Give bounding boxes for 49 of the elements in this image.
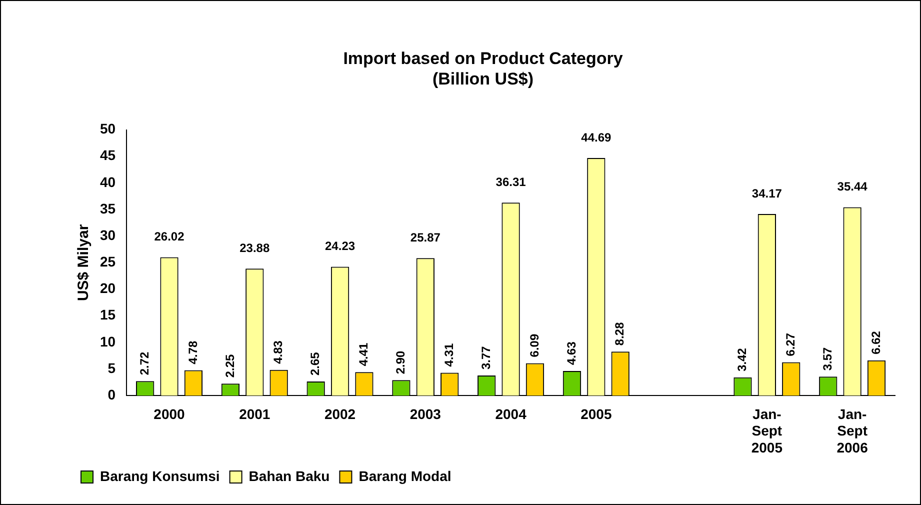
data-label: 4.31 — [442, 343, 456, 367]
data-label: 26.02 — [154, 230, 185, 244]
data-label: 4.41 — [356, 342, 371, 366]
legend-label: Barang Modal — [358, 468, 452, 484]
data-label: 4.78 — [186, 340, 200, 364]
y-tick-label: 40 — [100, 174, 116, 190]
data-label: 23.88 — [240, 240, 270, 255]
x-tick-label: Jan-Sept 2006 — [836, 406, 868, 456]
y-axis-title: US$ Milyar — [75, 224, 92, 302]
data-label: 34.17 — [752, 186, 782, 200]
data-label: 4.63 — [564, 341, 578, 365]
data-label: 3.77 — [478, 346, 493, 370]
y-tick-label: 20 — [100, 280, 116, 296]
data-label: 2.25 — [222, 354, 237, 378]
y-tick-label: 30 — [100, 226, 116, 243]
legend-label: Barang Konsumsi — [100, 468, 220, 484]
data-label: 3.57 — [820, 346, 834, 371]
x-tick-label: 2004 — [495, 406, 527, 422]
data-label: 3.42 — [735, 348, 750, 372]
data-label: 6.27 — [783, 332, 798, 356]
x-tick-label: 2000 — [154, 406, 186, 422]
x-tick-label: 2001 — [239, 406, 270, 422]
y-tick-label: 25 — [100, 254, 116, 270]
x-tick-label: 2002 — [324, 406, 356, 422]
text: (Billion US$) — [432, 69, 534, 88]
y-tick-label: 50 — [100, 120, 116, 137]
data-label: 2.65 — [308, 352, 322, 376]
data-label: 24.23 — [325, 239, 356, 254]
data-label: 44.69 — [581, 130, 612, 144]
x-tick-label: 2005 — [580, 406, 612, 422]
y-tick-label: 10 — [100, 333, 116, 350]
data-label: 2.90 — [394, 350, 408, 374]
x-tick-label: Jan-Sept 2005 — [751, 406, 783, 456]
x-tick-label: 2003 — [410, 406, 442, 422]
data-label: 6.62 — [868, 330, 883, 354]
text: Import based on Product Category — [343, 48, 623, 68]
data-label: 4.83 — [271, 340, 286, 364]
data-label: 8.28 — [612, 322, 627, 346]
y-tick-label: 45 — [100, 147, 116, 164]
y-tick-label: 0 — [108, 386, 116, 402]
data-label: 35.44 — [837, 180, 868, 194]
legend-label: Bahan Baku — [248, 468, 330, 484]
data-label: 2.72 — [137, 351, 152, 376]
y-tick-label: 5 — [108, 360, 116, 376]
data-label: 36.31 — [496, 174, 526, 189]
y-tick-label: 35 — [100, 200, 116, 216]
y-tick-label: 15 — [100, 306, 116, 323]
data-label: 6.09 — [527, 334, 542, 358]
data-label: 25.87 — [410, 230, 441, 244]
